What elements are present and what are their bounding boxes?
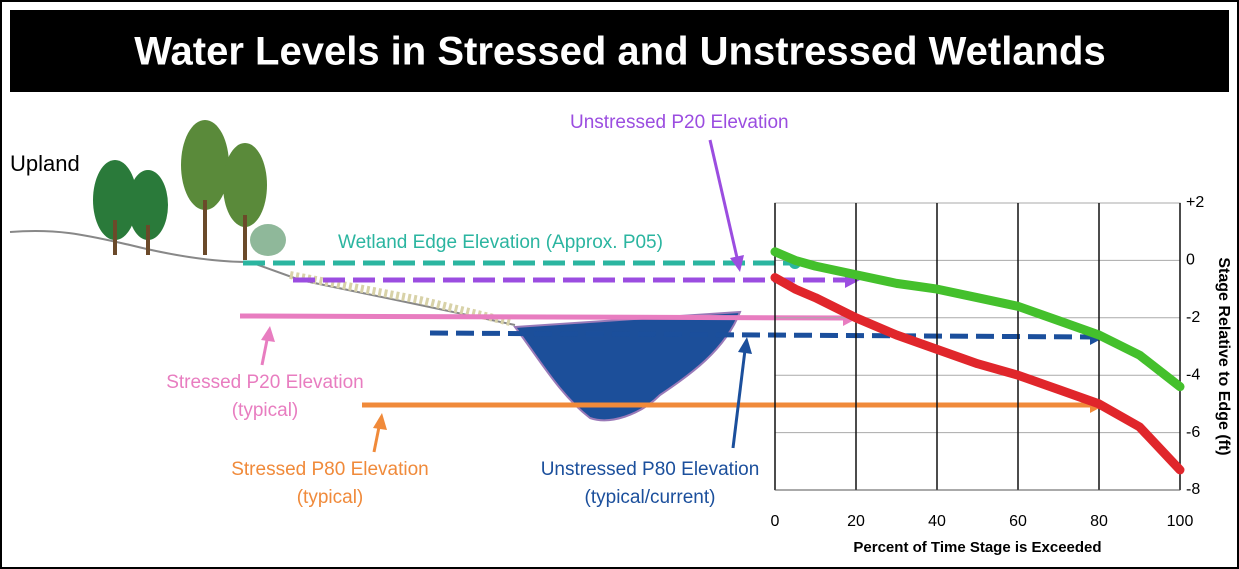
x-tick-label: 0 — [771, 513, 780, 530]
y-tick-label: -4 — [1186, 366, 1200, 383]
annotation: Unstressed P20 Elevation — [570, 112, 789, 133]
annotation: Stressed P20 Elevation — [166, 372, 364, 393]
x-tick-label: 60 — [1009, 513, 1027, 530]
y-tick-label: 0 — [1186, 252, 1195, 269]
y-tick-label: -2 — [1186, 309, 1200, 326]
annotation: Wetland Edge Elevation (Approx. P05) — [338, 232, 663, 253]
x-tick-label: 20 — [847, 513, 865, 530]
upland-label: Upland — [10, 151, 80, 176]
x-axis-label: Percent of Time Stage is Exceeded — [853, 539, 1101, 556]
x-tick-label: 100 — [1167, 513, 1194, 530]
annotation: (typical) — [232, 400, 299, 421]
y-tick-label: -8 — [1186, 481, 1200, 498]
y-tick-label: -6 — [1186, 424, 1200, 441]
x-tick-label: 80 — [1090, 513, 1108, 530]
y-tick-label: +2 — [1186, 194, 1204, 211]
title: Water Levels in Stressed and Unstressed … — [134, 30, 1105, 74]
annotation: Stressed P80 Elevation — [231, 459, 429, 480]
annotation: (typical/current) — [585, 487, 716, 508]
y-axis-label: Stage Relative to Edge (ft) — [1215, 257, 1232, 455]
diagram: Water Levels in Stressed and Unstressed … — [0, 0, 1239, 569]
x-tick-label: 40 — [928, 513, 946, 530]
annotation: Unstressed P80 Elevation — [541, 459, 760, 480]
annotation: (typical) — [297, 487, 364, 508]
